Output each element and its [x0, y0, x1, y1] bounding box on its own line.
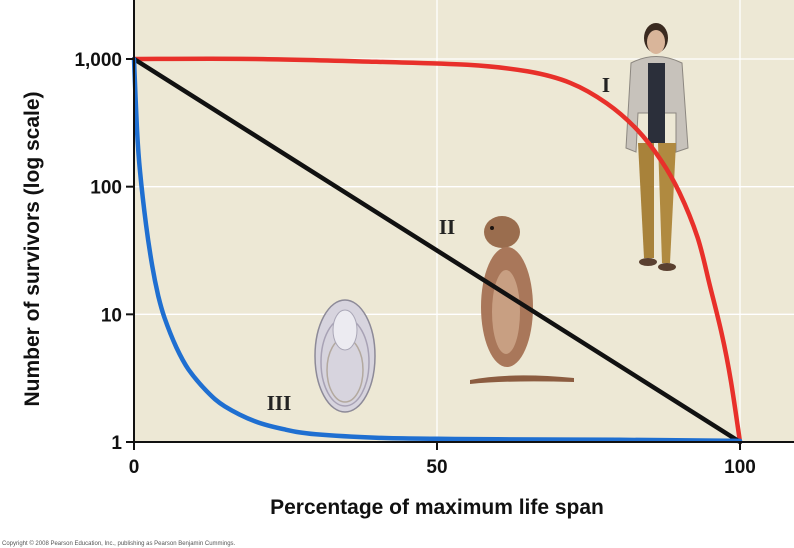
y-tick-label: 100: [90, 178, 122, 199]
x-tick-label: 0: [129, 457, 140, 478]
y-tick-label: 10: [101, 305, 122, 326]
series-label-I: I: [602, 73, 610, 97]
y-tick-label: 1: [111, 433, 122, 454]
y-axis-title: Number of survivors (log scale): [21, 91, 44, 406]
x-axis-title: Percentage of maximum life span: [270, 496, 604, 519]
series-line-I: [131, 56, 743, 445]
axes: [126, 0, 794, 450]
series-label-II: II: [439, 215, 455, 239]
series-layer: [131, 56, 743, 445]
series-label-III: III: [267, 391, 292, 415]
x-tick-label: 100: [724, 457, 756, 478]
series-line-II: [131, 56, 743, 445]
x-tick-label: 50: [426, 457, 447, 478]
oyster-illustration: [314, 299, 376, 413]
series-line-III: [131, 56, 743, 444]
human-illustration: [625, 23, 689, 271]
y-tick-label: 1,000: [74, 50, 122, 71]
copyright-notice: Copyright © 2008 Pearson Education, Inc.…: [2, 541, 236, 547]
grid-lines: [134, 0, 794, 442]
tick-labels: 1 10 100 1,000 0 50 100: [74, 50, 755, 478]
plot-background: [134, 0, 794, 442]
